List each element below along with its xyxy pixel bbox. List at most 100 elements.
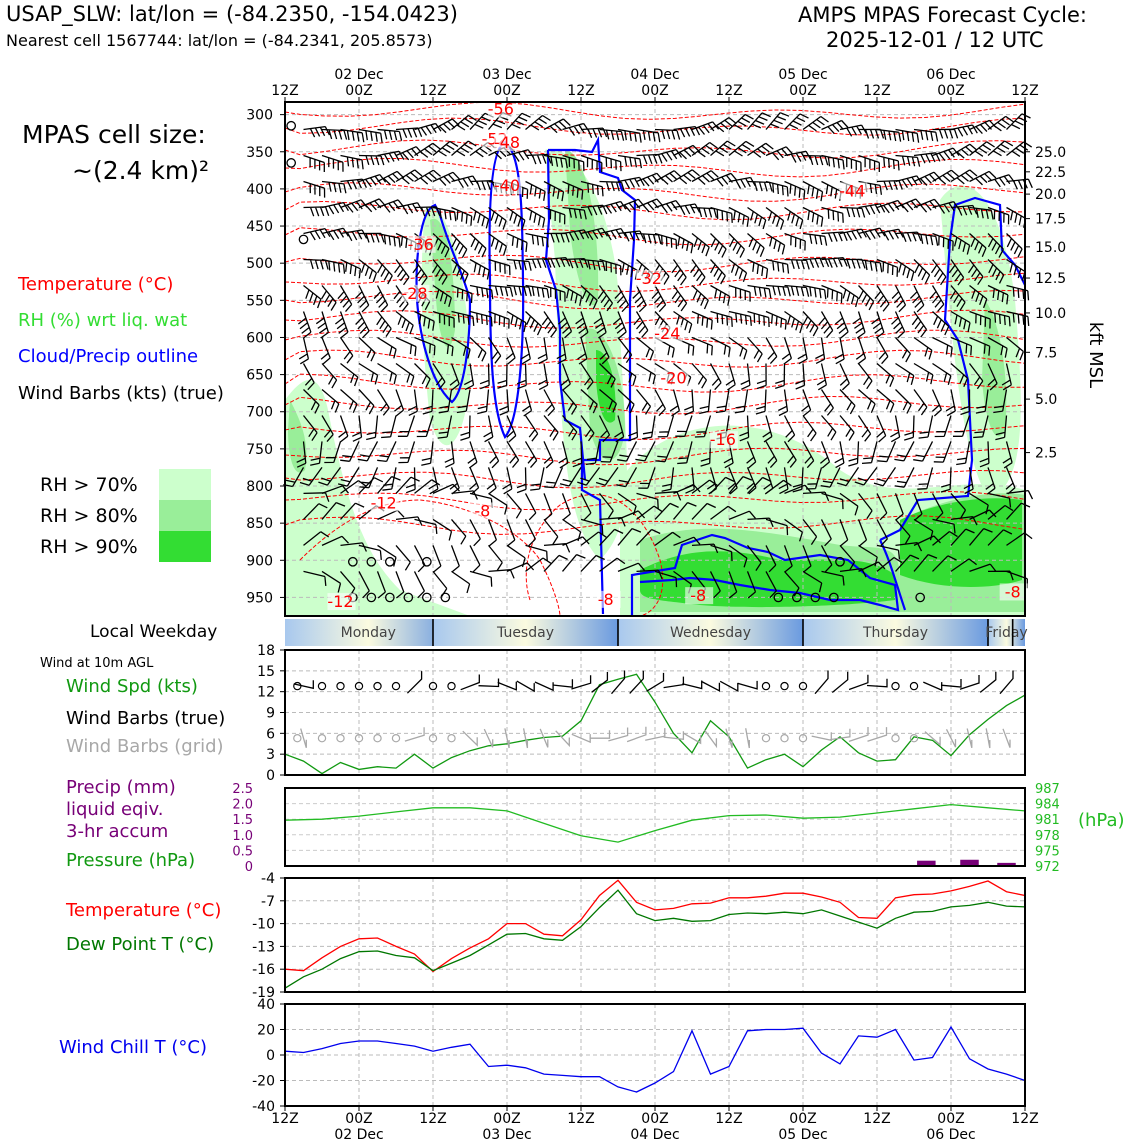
wind-barb <box>784 258 810 270</box>
wind-barb <box>876 199 905 214</box>
wind-barb <box>821 492 844 510</box>
top-time-date: 06 Dec <box>926 67 975 83</box>
wind-barb <box>303 503 328 520</box>
kft-tick-label: 10.0 <box>1035 306 1066 322</box>
wind-barb <box>858 258 883 273</box>
wind-barb <box>572 441 583 468</box>
wind-barb <box>488 206 507 230</box>
wind-barb <box>469 545 481 573</box>
wind-barb-grid <box>945 729 957 748</box>
calm-true-circle <box>909 681 919 691</box>
wind-barb <box>690 259 706 286</box>
wind-barb <box>677 441 693 465</box>
wind-barb <box>858 180 883 195</box>
wind-barb <box>858 203 886 216</box>
wind-barb <box>302 415 318 441</box>
wind-barb <box>987 284 1009 305</box>
isotherm-label: -16 <box>710 430 736 449</box>
wind-barb <box>987 310 1011 327</box>
wind-barb <box>654 502 679 520</box>
wind-tick-label: 18 <box>257 643 275 659</box>
wind-barb <box>451 284 473 304</box>
wind-barb <box>765 545 777 573</box>
wind-barb <box>784 232 806 251</box>
wind-barb <box>969 170 997 186</box>
wind-tick-label: 0 <box>266 768 275 784</box>
wind-barb <box>969 563 997 573</box>
wind-barb <box>691 285 709 310</box>
wind-barb <box>599 180 625 192</box>
wind-barb <box>377 199 405 213</box>
wind-barb <box>913 152 941 164</box>
wind-barb <box>394 259 410 286</box>
wind-barb <box>987 206 1010 225</box>
top-time-hour: 12Z <box>419 83 446 99</box>
wind-barb <box>303 258 329 270</box>
isotherm-label: -32 <box>636 269 662 288</box>
wind-barb <box>728 475 753 494</box>
wind-barb <box>488 258 511 276</box>
wind-barb <box>530 467 545 491</box>
calm-grid-circle <box>354 733 364 743</box>
wind-barb-grid <box>608 727 629 742</box>
wind-barb <box>691 543 719 554</box>
temp-label-bg <box>654 324 683 342</box>
calm-true-circle <box>354 681 364 691</box>
wind-barb <box>543 415 559 441</box>
wind-barb <box>499 389 510 416</box>
wind-barb <box>636 492 659 509</box>
wind-barb <box>913 336 933 360</box>
temp-label-bg <box>494 134 522 152</box>
wind-barb <box>1006 258 1026 281</box>
wind-barb <box>451 518 467 545</box>
wind-barb <box>632 285 647 313</box>
wind-barb <box>876 415 887 443</box>
calm-true-circle <box>317 681 327 691</box>
wind-barb <box>407 389 418 416</box>
calm-true-circle <box>336 681 345 691</box>
calm-true-circle <box>798 681 808 691</box>
wind-barb <box>395 310 414 335</box>
wind-barb <box>917 467 934 490</box>
precip-tick-label: 1.0 <box>232 829 253 844</box>
top-time-hour: 12Z <box>1011 83 1038 99</box>
wind-barb <box>636 198 664 213</box>
precip-tick-label: 0 <box>245 860 253 875</box>
wind-barb <box>617 510 646 520</box>
wind-barb <box>740 363 751 390</box>
wind-barb-true <box>848 674 869 691</box>
wind-barb <box>428 467 439 495</box>
calm-grid-circle <box>447 733 456 743</box>
wind-barb <box>858 389 876 413</box>
wind-barb <box>671 259 687 286</box>
wind-barb <box>456 389 471 414</box>
wind-barb-grid <box>924 731 941 747</box>
wind-barb <box>432 233 450 258</box>
wind-barb <box>636 505 663 520</box>
pressure-tick-label: 650 <box>246 368 273 384</box>
wind-barb <box>934 415 952 438</box>
wind-barb <box>543 284 566 302</box>
wind-barb <box>525 180 546 201</box>
wind-barbs-grid-label: Wind Barbs (grid) <box>66 736 224 757</box>
wind-barb <box>377 336 397 359</box>
wind-barb-true <box>663 676 685 689</box>
wind-barb <box>673 203 701 216</box>
wind-barb <box>858 561 886 572</box>
pressure-tick-label: 978 <box>1035 829 1060 844</box>
wind-barb <box>502 467 513 495</box>
wind-barb <box>451 490 478 500</box>
wind-barb <box>505 337 516 365</box>
wind-barb <box>987 259 1005 284</box>
wind-barb <box>949 285 966 311</box>
wind-barb <box>673 125 701 138</box>
pressure-axis-label: (hPa) <box>1078 810 1125 831</box>
wind-barb <box>395 571 405 599</box>
pressure-tick-label: 972 <box>1035 860 1060 875</box>
wind-barb <box>562 553 586 572</box>
wind-barb <box>913 198 941 213</box>
wind-barb <box>377 170 405 186</box>
wind-barb <box>580 531 607 546</box>
pressure-series <box>284 803 1026 843</box>
wind-barb-grid <box>483 728 494 748</box>
